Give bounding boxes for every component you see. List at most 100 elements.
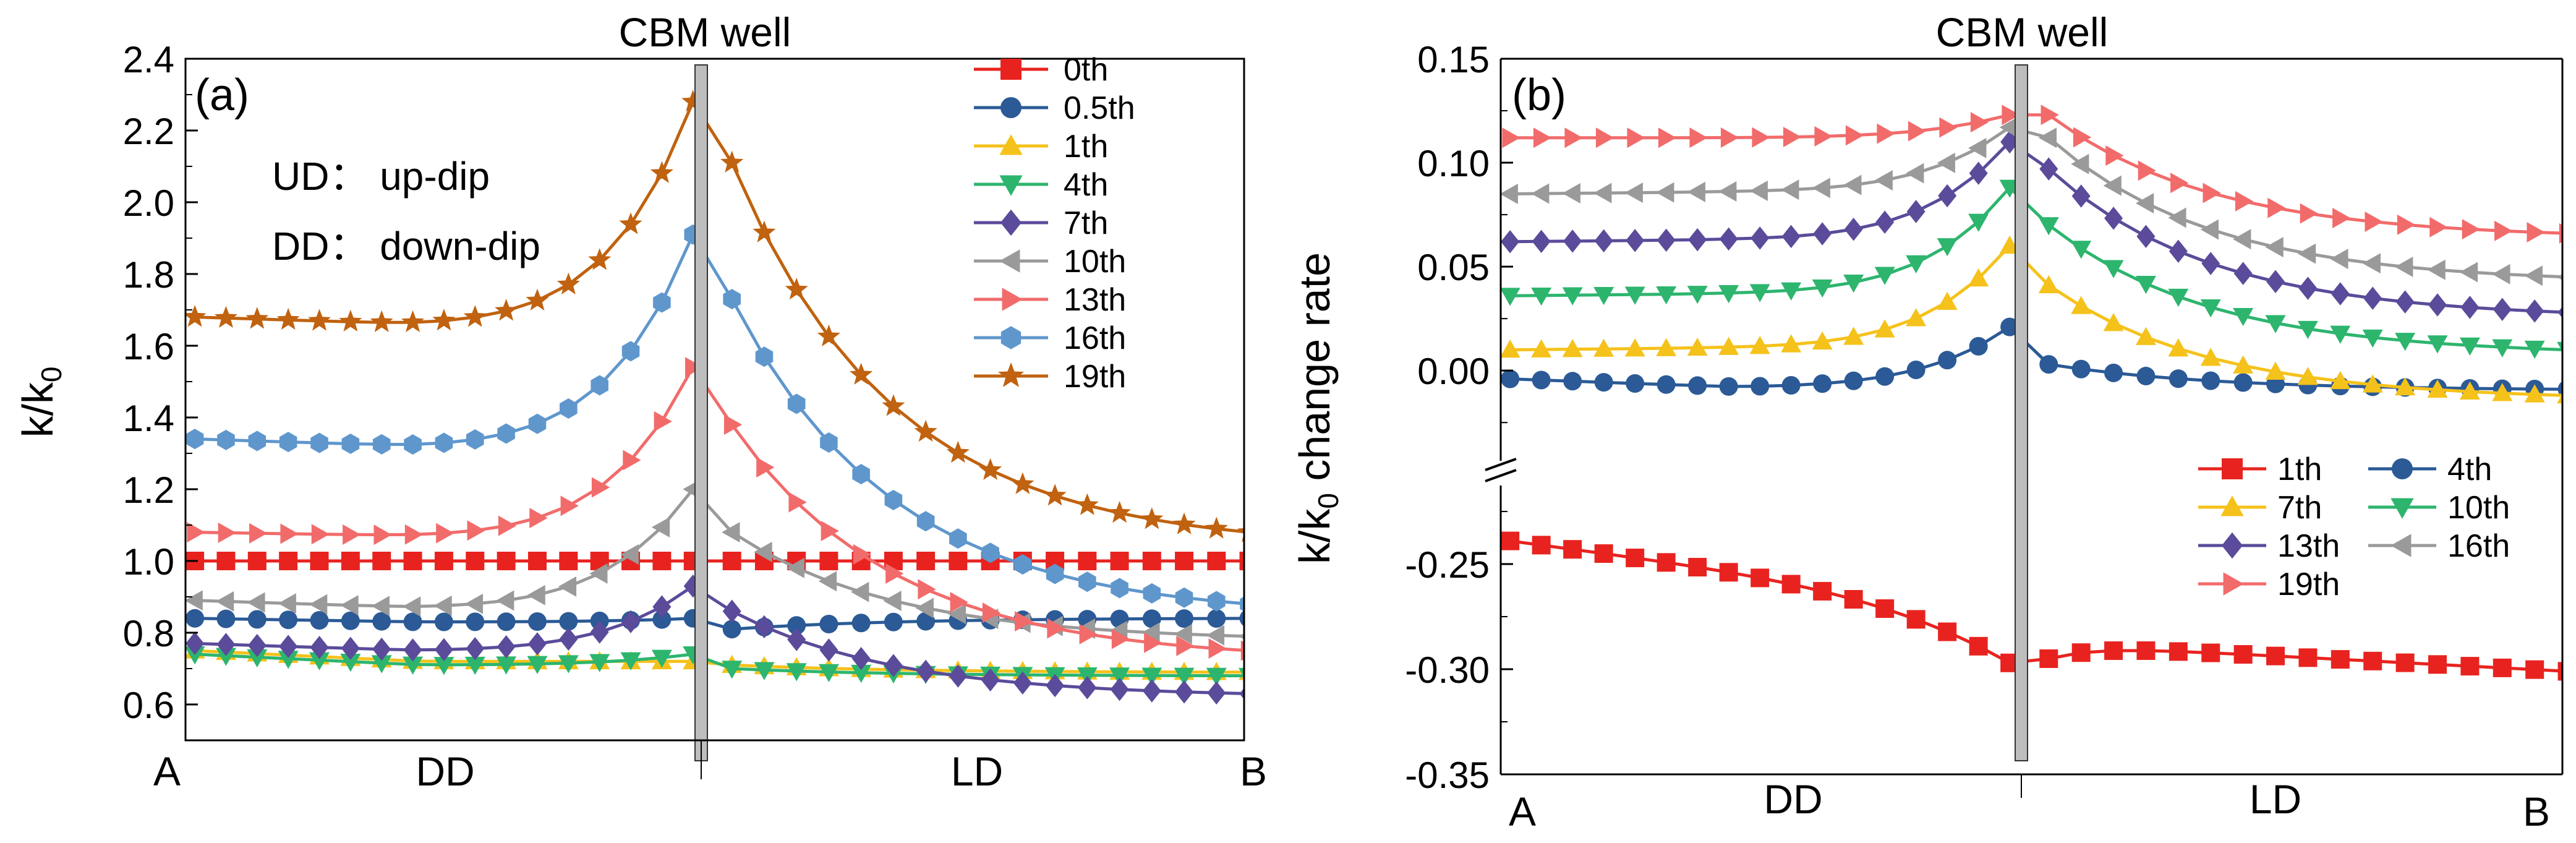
data-point bbox=[2104, 641, 2123, 661]
data-point bbox=[187, 522, 205, 543]
panel-a-title: CBM well bbox=[619, 9, 791, 55]
data-point bbox=[309, 652, 330, 670]
data-point bbox=[2233, 373, 2253, 392]
data-point bbox=[278, 593, 296, 614]
data-point bbox=[787, 628, 806, 651]
data-point bbox=[2395, 653, 2415, 672]
data-point bbox=[2104, 207, 2123, 230]
data-point bbox=[884, 612, 903, 631]
data-point bbox=[1501, 531, 1520, 550]
data-point bbox=[1938, 351, 1957, 370]
data-point bbox=[1844, 371, 1863, 390]
data-point bbox=[2494, 220, 2513, 241]
y-axis-label-b: k/k0 change rate bbox=[1290, 252, 1344, 564]
series-line bbox=[1510, 126, 2562, 279]
y-tick-label-a: 1.6 bbox=[123, 326, 174, 367]
data-point bbox=[1206, 667, 1227, 686]
data-point bbox=[370, 310, 393, 332]
legend-marker bbox=[999, 249, 1020, 273]
data-point bbox=[186, 305, 207, 327]
data-point bbox=[1906, 200, 1926, 223]
data-point bbox=[982, 602, 1001, 623]
panel-b: 0.00 0.05 0.10 0.15 -0.35 -0.30 -0.25 (b) CBM … bbox=[1290, 9, 2564, 834]
y-tick-label-b: 0.15 bbox=[1417, 39, 1490, 80]
data-point bbox=[756, 457, 775, 478]
data-point bbox=[1595, 127, 1614, 148]
data-point bbox=[2136, 641, 2156, 660]
legend-label: 19th bbox=[2277, 567, 2340, 602]
data-point bbox=[216, 552, 236, 570]
data-point bbox=[1749, 180, 1768, 201]
data-point bbox=[2460, 296, 2480, 319]
data-point bbox=[650, 161, 673, 183]
data-point bbox=[2557, 273, 2562, 280]
data-point bbox=[2429, 216, 2448, 237]
legend-label: 7th bbox=[1064, 205, 1108, 241]
data-point bbox=[1624, 286, 1645, 305]
plot-frame-a bbox=[184, 58, 1245, 742]
data-point bbox=[1906, 361, 1926, 380]
legend-marker bbox=[2390, 498, 2414, 519]
data-point bbox=[2105, 145, 2124, 166]
data-point bbox=[1239, 688, 1244, 700]
data-point bbox=[1237, 528, 1244, 542]
data-point bbox=[2492, 383, 2513, 401]
data-point bbox=[2459, 381, 2480, 400]
data-point bbox=[1751, 568, 1770, 588]
data-point bbox=[1657, 553, 1676, 572]
data-point bbox=[467, 520, 485, 541]
data-point bbox=[2427, 259, 2446, 280]
data-point bbox=[2298, 276, 2318, 300]
data-point bbox=[186, 646, 205, 665]
data-point bbox=[2395, 333, 2416, 351]
data-point bbox=[2460, 657, 2480, 676]
data-point bbox=[1687, 337, 1708, 356]
data-point bbox=[214, 306, 238, 328]
data-point bbox=[1206, 625, 1225, 646]
data-point bbox=[559, 627, 578, 651]
data-point bbox=[754, 662, 775, 680]
y-tick-label-a: 2.4 bbox=[123, 39, 174, 80]
data-point bbox=[1174, 667, 1195, 686]
data-point bbox=[557, 272, 580, 294]
data-point bbox=[755, 346, 774, 367]
data-point bbox=[496, 590, 514, 611]
data-point bbox=[950, 592, 968, 613]
data-point bbox=[2362, 374, 2383, 393]
data-point bbox=[1875, 599, 1895, 618]
plot-frame-b bbox=[1499, 58, 2564, 776]
data-point bbox=[1749, 284, 1770, 302]
data-point bbox=[247, 649, 268, 668]
data-point bbox=[463, 305, 487, 327]
data-point bbox=[1562, 287, 1583, 306]
data-point bbox=[590, 620, 609, 644]
data-point bbox=[1142, 679, 1161, 703]
legend-label: 1th bbox=[2277, 451, 2322, 487]
data-point bbox=[466, 612, 485, 631]
data-point bbox=[340, 653, 361, 672]
data-point bbox=[1688, 228, 1707, 252]
data-point bbox=[754, 615, 774, 639]
data-point bbox=[1078, 552, 1097, 570]
legend-marker bbox=[1002, 288, 1023, 311]
data-point bbox=[497, 423, 515, 444]
panel-b-title: CBM well bbox=[1936, 9, 2109, 55]
data-point bbox=[527, 656, 548, 674]
x-end-left-a: A bbox=[153, 748, 181, 794]
data-point bbox=[621, 341, 640, 362]
data-point bbox=[2168, 207, 2186, 228]
data-point bbox=[1843, 174, 1862, 195]
data-point bbox=[2395, 256, 2413, 277]
legend-label: 4th bbox=[1064, 167, 1108, 203]
y-tick-label-b: 0.10 bbox=[1417, 143, 1490, 184]
data-point bbox=[2524, 265, 2543, 286]
data-point bbox=[722, 552, 741, 570]
data-point bbox=[216, 633, 236, 656]
data-point bbox=[249, 523, 268, 544]
data-point bbox=[2200, 348, 2221, 366]
data-point bbox=[558, 655, 579, 674]
data-point bbox=[2041, 105, 2059, 126]
data-point bbox=[882, 394, 905, 416]
legend-b: 1th 4th 7th 10th 13th 16th 19th bbox=[2198, 451, 2510, 602]
data-point bbox=[403, 552, 422, 570]
